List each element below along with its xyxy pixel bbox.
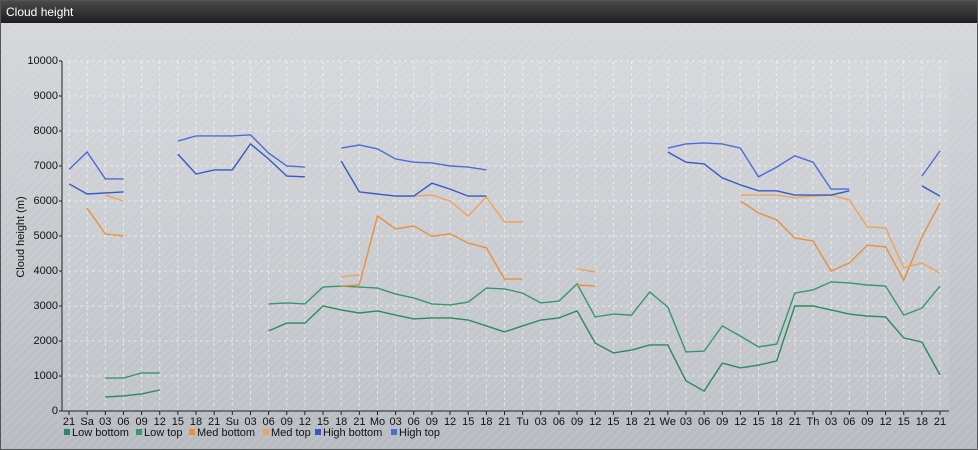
y-tick-label: 4000 <box>34 265 58 277</box>
legend-label: Low top <box>144 427 183 439</box>
series-line <box>105 281 941 379</box>
y-tick-label: 7000 <box>34 160 58 172</box>
x-tick-label: 12 <box>154 416 166 428</box>
legend-item: Low bottom <box>64 427 129 439</box>
legend-label: Med bottom <box>197 427 255 439</box>
x-tick-label: 21 <box>789 416 801 428</box>
x-tick-label: 09 <box>861 416 873 428</box>
x-tick-label: 12 <box>879 416 891 428</box>
x-tick-label: Th <box>807 416 820 428</box>
x-tick-label: 06 <box>408 416 420 428</box>
panel-header: Cloud height <box>1 1 977 23</box>
legend-item: High top <box>391 427 440 439</box>
y-tick-label: 0 <box>52 405 58 417</box>
x-tick-label: 03 <box>244 416 256 428</box>
x-tick-label: 03 <box>535 416 547 428</box>
y-axis-title: Cloud height (m) <box>15 196 27 277</box>
x-tick-label: 09 <box>135 416 147 428</box>
x-tick-label: 21 <box>353 416 365 428</box>
y-tick-label: 10000 <box>27 55 58 67</box>
x-tick-label: Mo <box>370 416 385 428</box>
x-tick-label: 12 <box>299 416 311 428</box>
x-tick-label: 18 <box>335 416 347 428</box>
x-tick-label: 15 <box>317 416 329 428</box>
legend-swatch <box>64 429 70 435</box>
x-tick-label: 18 <box>916 416 928 428</box>
x-tick-label: We <box>660 416 676 428</box>
x-tick-label: 18 <box>190 416 202 428</box>
legend-swatch <box>136 429 142 435</box>
x-tick-label: 06 <box>843 416 855 428</box>
y-tick-label: 1000 <box>34 370 58 382</box>
x-tick-label: 15 <box>462 416 474 428</box>
x-tick-label: 12 <box>444 416 456 428</box>
x-tick-label: 18 <box>625 416 637 428</box>
y-tick-label: 8000 <box>34 125 58 137</box>
series-line <box>105 305 941 398</box>
x-tick-label: 06 <box>262 416 274 428</box>
legend-item: Low top <box>136 427 183 439</box>
legend-item: Med top <box>263 427 311 439</box>
legend-label: High bottom <box>323 427 382 439</box>
y-tick-label: 2000 <box>34 335 58 347</box>
x-tick-label: 03 <box>99 416 111 428</box>
legend-swatch <box>315 429 321 435</box>
x-tick-label: Su <box>226 416 239 428</box>
x-tick-label: 15 <box>607 416 619 428</box>
x-tick-label: 09 <box>571 416 583 428</box>
x-tick-label: 09 <box>426 416 438 428</box>
y-tick-label: 9000 <box>34 90 58 102</box>
series-line <box>68 134 941 190</box>
legend-item: High bottom <box>315 427 382 439</box>
legend-swatch <box>189 429 195 435</box>
x-tick-label: 15 <box>898 416 910 428</box>
legend-swatch <box>391 429 397 435</box>
x-tick-label: 03 <box>825 416 837 428</box>
x-tick-label: 06 <box>117 416 129 428</box>
x-tick-label: 06 <box>698 416 710 428</box>
x-tick-label: 09 <box>716 416 728 428</box>
x-tick-label: 03 <box>680 416 692 428</box>
y-tick-label: 5000 <box>34 230 58 242</box>
x-tick-label: 21 <box>934 416 946 428</box>
legend-label: Low bottom <box>72 427 129 439</box>
x-tick-label: 21 <box>63 416 75 428</box>
x-tick-label: 09 <box>281 416 293 428</box>
x-tick-label: Tu <box>516 416 528 428</box>
x-tick-label: 06 <box>553 416 565 428</box>
x-tick-label: 18 <box>771 416 783 428</box>
legend-swatch <box>263 429 269 435</box>
legend-label: Med top <box>271 427 311 439</box>
legend-label: High top <box>399 427 440 439</box>
legend-item: Med bottom <box>189 427 255 439</box>
y-tick-label: 6000 <box>34 195 58 207</box>
y-tick-label: 3000 <box>34 300 58 312</box>
x-tick-label: 21 <box>644 416 656 428</box>
x-tick-label: 21 <box>498 416 510 428</box>
x-tick-label: 03 <box>390 416 402 428</box>
x-tick-label: 21 <box>208 416 220 428</box>
x-tick-label: 12 <box>589 416 601 428</box>
series-line <box>86 200 941 287</box>
x-tick-label: 12 <box>734 416 746 428</box>
series-line <box>68 142 941 197</box>
series-line <box>105 194 941 278</box>
x-tick-label: 18 <box>480 416 492 428</box>
chart: Cloud height (m) 0 1000 2000 3000 4000 5000 60… <box>1 23 977 449</box>
x-tick-label: 15 <box>172 416 184 428</box>
x-tick-label: Sa <box>80 416 94 428</box>
x-tick-label: 15 <box>752 416 764 428</box>
